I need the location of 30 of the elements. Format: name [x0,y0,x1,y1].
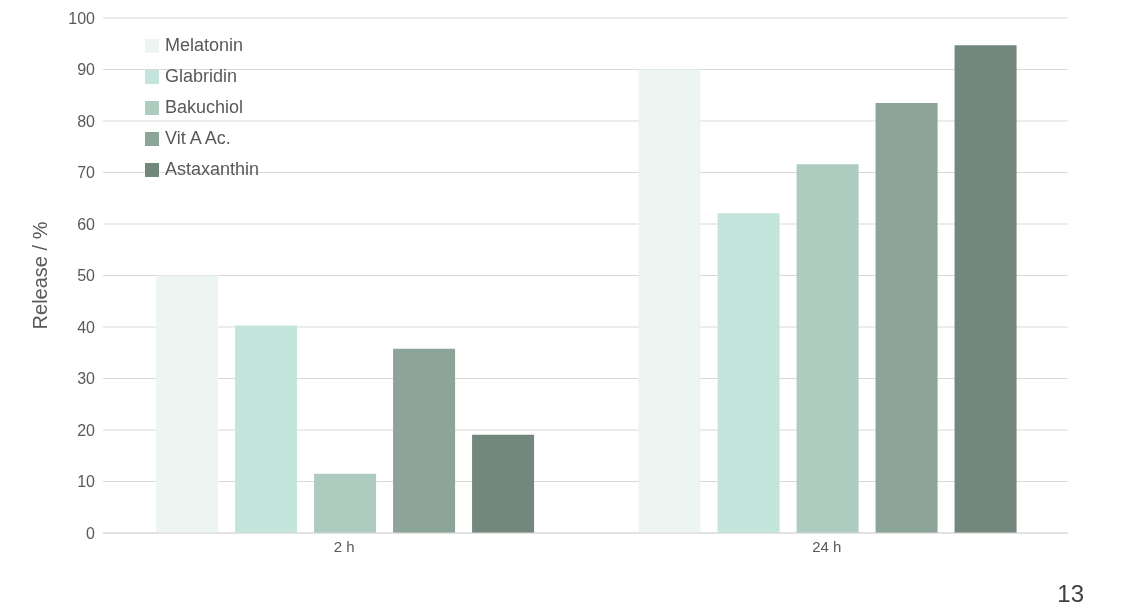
y-tick-label: 70 [77,164,96,182]
y-tick-label: 80 [77,112,96,130]
x-tick-label: 24 h [812,537,842,555]
y-tick-label: 10 [77,473,96,491]
legend-label: Bakuchiol [165,96,244,119]
y-tick-label: 0 [86,524,96,542]
y-tick-label: 30 [77,370,96,388]
legend-label: Melatonin [165,34,244,57]
bar [472,434,535,533]
bar [796,164,859,533]
y-tick-label: 60 [77,215,96,233]
y-tick-label: 50 [77,267,96,285]
y-tick-label: 90 [77,61,96,79]
bar [314,473,377,533]
legend-label: Glabridin [165,65,238,88]
legend-label: Vit A Ac. [165,127,231,150]
y-tick-label: 100 [68,9,96,27]
bar [638,69,701,533]
y-axis-title: Release / % [29,221,52,330]
y-tick-label: 40 [77,318,96,336]
bar [954,45,1017,533]
bar [717,213,780,533]
x-tick-label: 2 h [333,537,355,555]
bar [156,275,219,533]
legend-label: Astaxanthin [165,158,260,181]
bar [875,102,938,533]
text: 13 [1057,580,1084,608]
bar [235,325,298,533]
y-tick-label: 20 [77,421,96,439]
bar [393,348,456,533]
